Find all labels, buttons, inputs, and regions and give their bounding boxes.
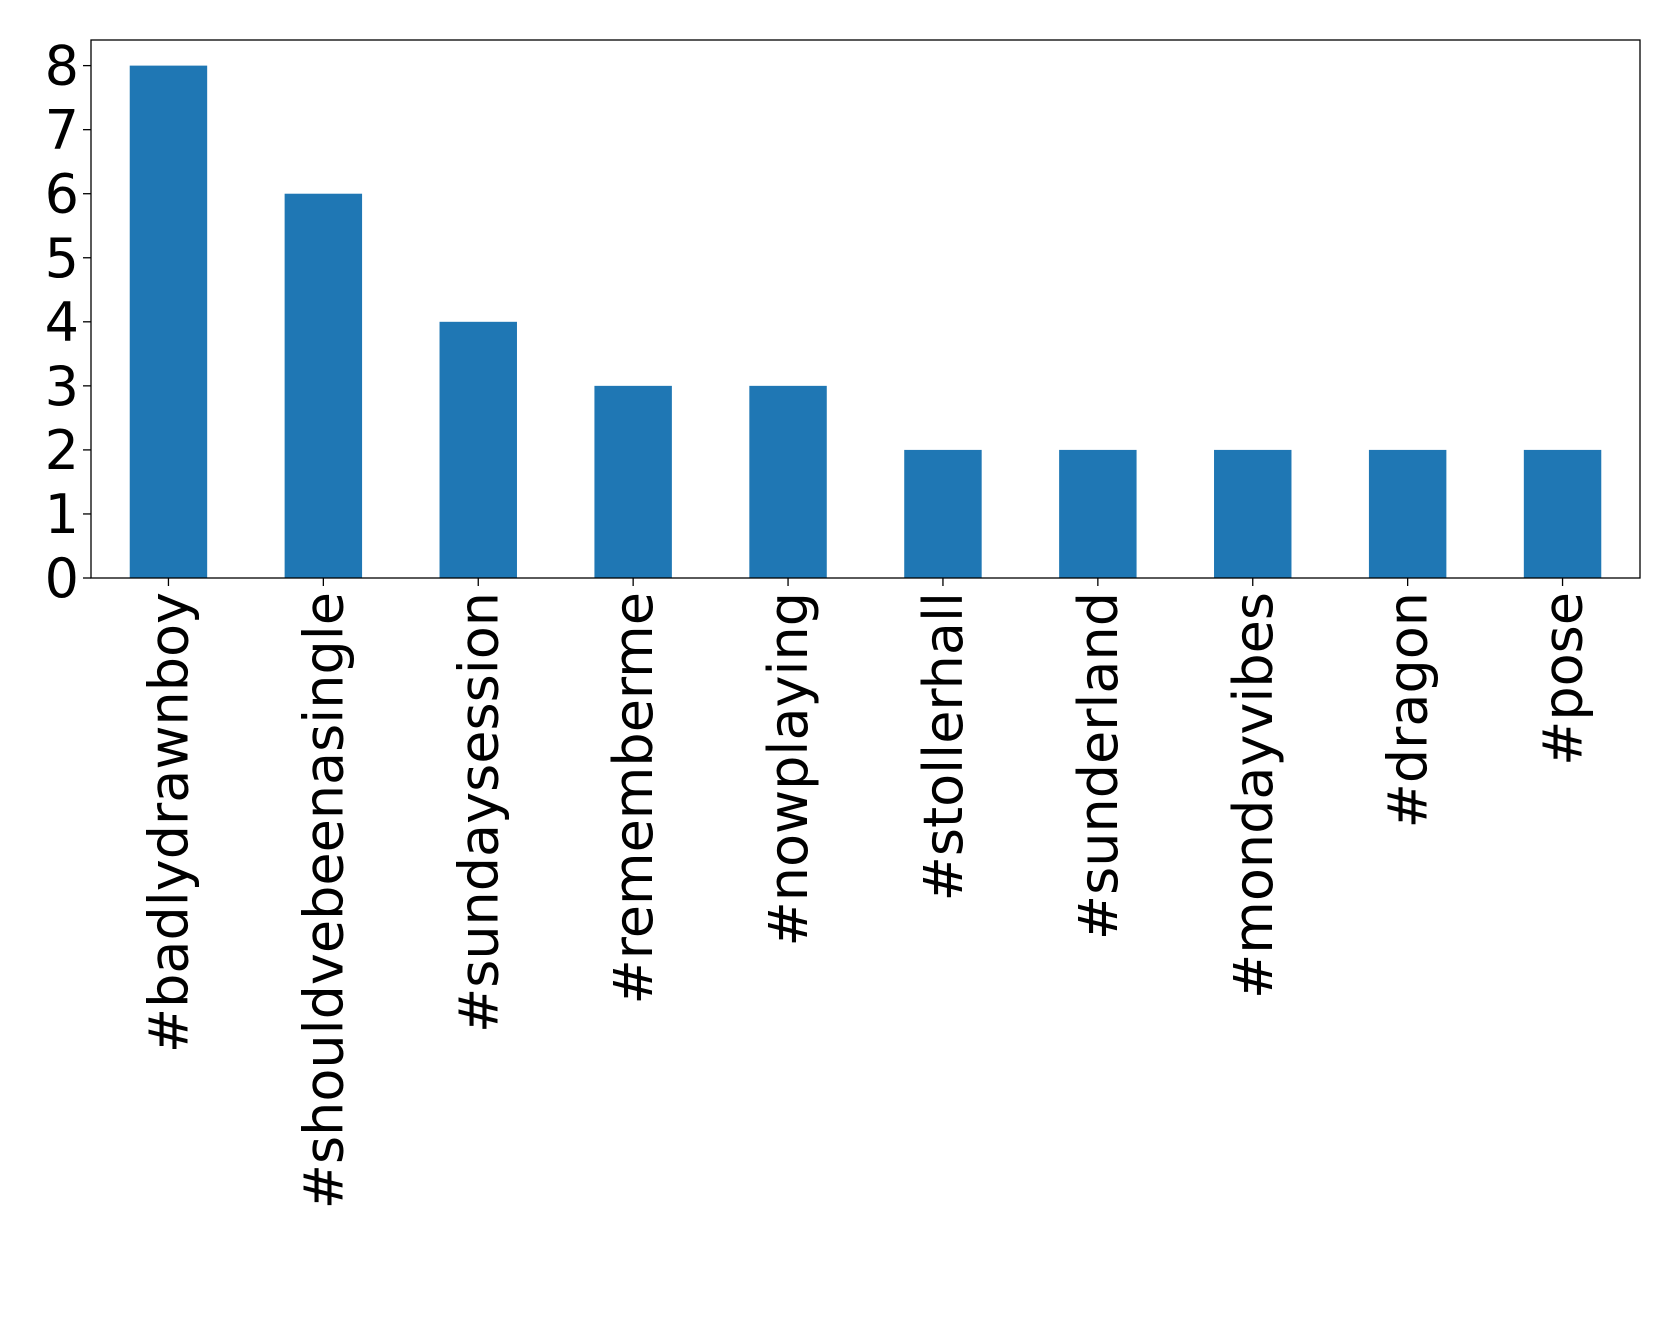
y-tick-label: 7 bbox=[45, 99, 79, 162]
bar bbox=[1368, 449, 1447, 578]
bar bbox=[284, 193, 363, 578]
y-tick-label: 1 bbox=[45, 483, 79, 546]
bar bbox=[1214, 449, 1292, 578]
bar bbox=[594, 385, 672, 578]
x-tick-label: #pose bbox=[1532, 592, 1595, 766]
x-tick-label: #mondayvibes bbox=[1222, 592, 1285, 999]
y-tick-label: 6 bbox=[45, 163, 79, 226]
bar bbox=[1059, 449, 1137, 578]
bar bbox=[904, 449, 982, 578]
x-tick-label: #sunderland bbox=[1067, 592, 1130, 940]
bar bbox=[749, 385, 827, 578]
y-tick-label: 3 bbox=[45, 355, 79, 418]
y-tick-label: 8 bbox=[45, 35, 79, 98]
x-tick-label: #rememberme bbox=[602, 592, 665, 1005]
plot-frame bbox=[90, 39, 1641, 579]
x-tick-label: #nowplaying bbox=[757, 592, 820, 947]
x-tick-label: #sundaysession bbox=[447, 592, 510, 1033]
x-tick-label: #shouldvebeenasingle bbox=[292, 592, 355, 1209]
x-tick-label: #badlydrawnboy bbox=[137, 592, 200, 1053]
y-tick-label: 4 bbox=[45, 291, 79, 354]
bar bbox=[1523, 449, 1602, 578]
bar bbox=[129, 65, 208, 579]
bar bbox=[439, 321, 517, 578]
x-tick-label: #dragon bbox=[1377, 592, 1440, 828]
y-tick-label: 5 bbox=[45, 227, 79, 290]
y-tick-label: 0 bbox=[45, 547, 79, 610]
y-tick-label: 2 bbox=[45, 419, 79, 482]
x-tick-label: #stollerhall bbox=[912, 592, 975, 901]
